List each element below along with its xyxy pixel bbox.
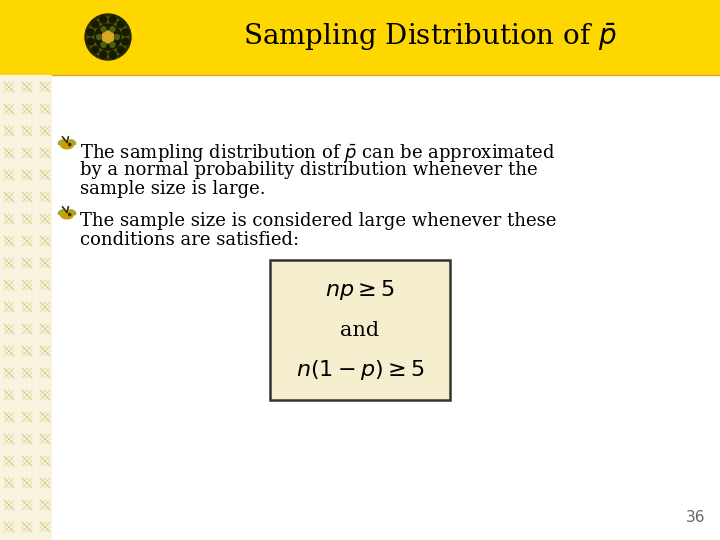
Ellipse shape <box>60 211 73 219</box>
Circle shape <box>109 51 116 58</box>
Ellipse shape <box>58 210 65 215</box>
Circle shape <box>114 35 120 39</box>
Circle shape <box>91 21 99 28</box>
Circle shape <box>110 42 115 48</box>
FancyBboxPatch shape <box>270 260 450 400</box>
Circle shape <box>100 51 107 58</box>
Text: 36: 36 <box>685 510 705 525</box>
Circle shape <box>68 144 71 146</box>
Circle shape <box>102 31 114 43</box>
Ellipse shape <box>69 210 76 215</box>
Text: and: and <box>341 321 379 340</box>
FancyBboxPatch shape <box>0 75 52 540</box>
Circle shape <box>110 26 115 32</box>
Text: by a normal probability distribution whenever the: by a normal probability distribution whe… <box>80 161 538 179</box>
Circle shape <box>96 35 102 39</box>
Text: conditions are satisfied:: conditions are satisfied: <box>80 231 299 249</box>
Circle shape <box>68 213 71 215</box>
FancyBboxPatch shape <box>0 0 720 75</box>
Circle shape <box>117 46 125 53</box>
Ellipse shape <box>58 140 65 145</box>
Text: Sampling Distribution of $\bar{p}$: Sampling Distribution of $\bar{p}$ <box>243 21 617 53</box>
Circle shape <box>101 26 106 32</box>
Text: The sampling distribution of $\bar{p}$ can be approximated: The sampling distribution of $\bar{p}$ c… <box>80 142 555 164</box>
Circle shape <box>91 46 99 53</box>
Text: sample size is large.: sample size is large. <box>80 180 266 198</box>
Circle shape <box>109 16 116 23</box>
Circle shape <box>87 29 94 36</box>
Ellipse shape <box>69 140 76 145</box>
Circle shape <box>87 38 94 45</box>
Circle shape <box>117 21 125 28</box>
Circle shape <box>122 29 129 36</box>
Circle shape <box>85 14 131 60</box>
Text: $np \geq 5$: $np \geq 5$ <box>325 278 395 302</box>
Circle shape <box>122 38 129 45</box>
Circle shape <box>88 17 128 57</box>
Circle shape <box>100 16 107 23</box>
Circle shape <box>101 42 106 48</box>
Ellipse shape <box>60 141 73 149</box>
FancyBboxPatch shape <box>0 0 52 75</box>
Text: $n(1 - p) \geq 5$: $n(1 - p) \geq 5$ <box>296 358 424 382</box>
Text: The sample size is considered large whenever these: The sample size is considered large when… <box>80 212 557 230</box>
Circle shape <box>95 24 121 50</box>
